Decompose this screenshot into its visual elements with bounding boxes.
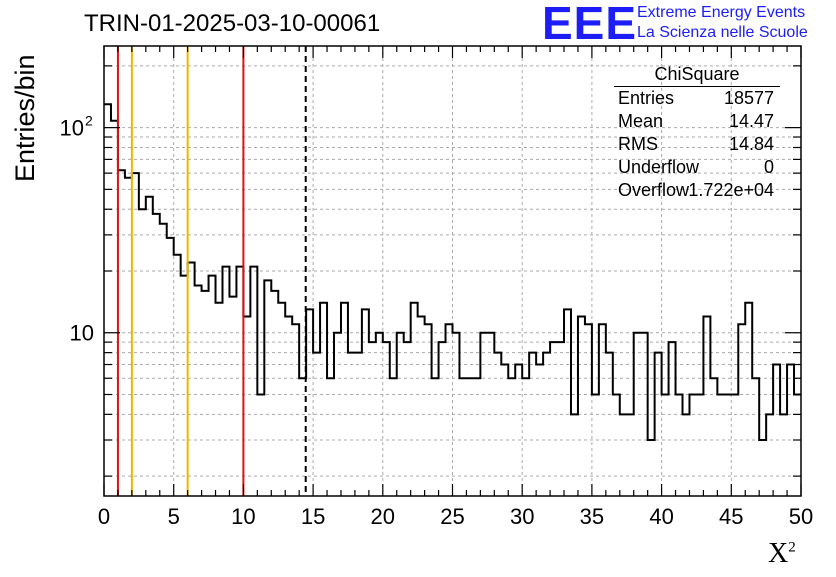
eee-logo: EEE Extreme Energy Events La Scienza nel… xyxy=(542,0,834,49)
stats-value: 1.722e+04 xyxy=(688,180,774,200)
stats-label: RMS xyxy=(618,134,658,154)
stats-label: Overflow xyxy=(618,180,690,200)
logo-line-2: La Scienza nelle Scuole xyxy=(637,24,808,41)
x-axis-label: X2 xyxy=(768,538,796,569)
x-tick-label: 45 xyxy=(719,504,743,529)
x-tick-label: 10 xyxy=(231,504,255,529)
stats-title: ChiSquare xyxy=(614,62,780,87)
x-tick-label: 35 xyxy=(580,504,604,529)
y-tick-label-exponent: 2 xyxy=(85,113,93,129)
x-tick-label: 30 xyxy=(510,504,534,529)
stats-label: Underflow xyxy=(618,157,700,177)
y-tick-label: 10 xyxy=(70,321,94,346)
x-tick-label: 5 xyxy=(168,504,180,529)
x-tick-label: 15 xyxy=(301,504,325,529)
stats-value: 14.84 xyxy=(728,134,774,154)
x-tick-label: 0 xyxy=(98,504,110,529)
histogram-series xyxy=(104,103,801,442)
stats-label: Mean xyxy=(618,111,664,131)
stats-label: Entries xyxy=(618,88,675,108)
stats-row-underflow: Underflow 0 xyxy=(612,156,780,179)
y-tick-label: 10 xyxy=(60,116,84,141)
stats-value: 18577 xyxy=(723,88,774,108)
stats-value: 14.47 xyxy=(728,111,774,131)
logo-letters: EEE xyxy=(542,0,638,49)
x-tick-label: 25 xyxy=(440,504,464,529)
x-tick-label: 50 xyxy=(789,504,813,529)
stats-box: ChiSquare Entries 18577 Mean 14.47 RMS 1… xyxy=(612,62,780,202)
chart-title: TRIN-01-2025-03-10-00061 xyxy=(84,10,381,37)
x-tick-label: 40 xyxy=(649,504,673,529)
stats-row-entries: Entries 18577 xyxy=(612,87,780,110)
stats-row-rms: RMS 14.84 xyxy=(612,133,780,156)
y-axis-label: Entries/bin xyxy=(10,54,40,182)
stats-row-mean: Mean 14.47 xyxy=(612,110,780,133)
stats-row-overflow: Overflow 1.722e+04 xyxy=(612,179,780,202)
x-tick-label: 20 xyxy=(371,504,395,529)
stats-value: 0 xyxy=(763,157,774,177)
logo-line-1: Extreme Energy Events xyxy=(637,4,806,21)
